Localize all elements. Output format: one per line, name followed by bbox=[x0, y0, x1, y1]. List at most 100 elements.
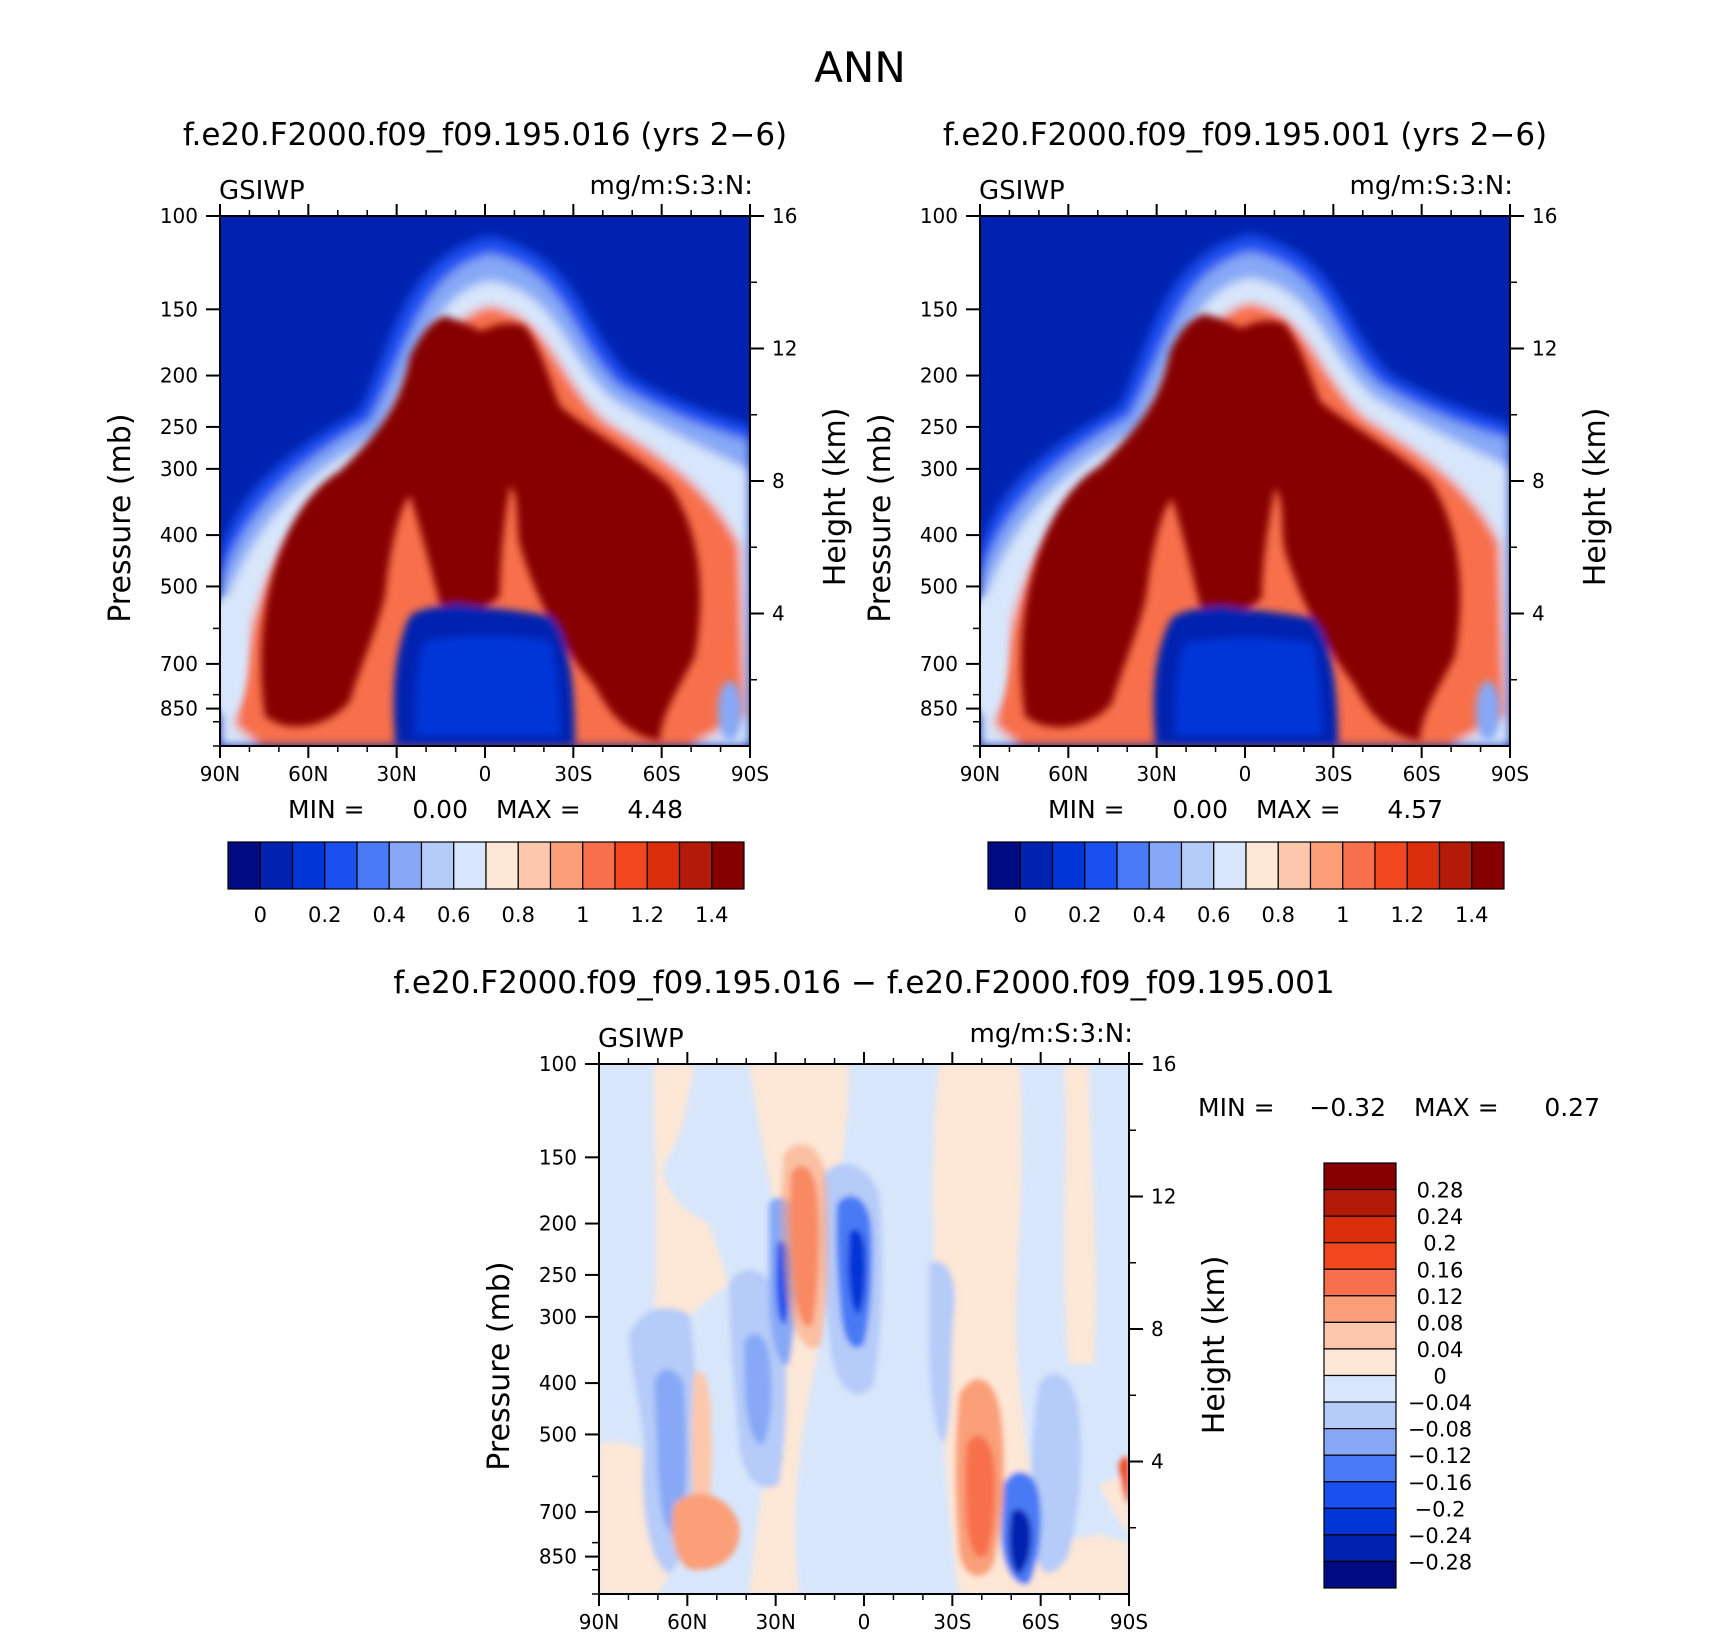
colorbar-label: 0.28 bbox=[1417, 1179, 1464, 1203]
y-tick-label: 850 bbox=[539, 1545, 577, 1569]
y-tick-label: 100 bbox=[920, 204, 958, 228]
panel-1-min-value: 0.00 bbox=[412, 795, 468, 824]
colorbar-label: 0.4 bbox=[373, 903, 406, 927]
colorbar-box bbox=[1323, 1401, 1397, 1430]
y2-tick-label: 16 bbox=[1532, 204, 1557, 228]
nh-edge-pale bbox=[220, 596, 248, 716]
colorbar-box bbox=[1374, 841, 1408, 890]
x-tick-label: 90S bbox=[1491, 762, 1529, 786]
nh-edge-pale bbox=[980, 596, 1008, 716]
colorbar-label: 1.2 bbox=[1391, 903, 1424, 927]
neg-region-45s bbox=[929, 1261, 955, 1444]
colorbar-box bbox=[1309, 841, 1344, 890]
y2-tick-label: 16 bbox=[772, 204, 797, 228]
colorbar-box bbox=[1342, 841, 1376, 890]
colorbar-box bbox=[1323, 1454, 1397, 1483]
panel-1-variable-label: GSIWP bbox=[219, 176, 305, 206]
y2-tick-label: 12 bbox=[1151, 1185, 1176, 1209]
neg-region-60s-core bbox=[1009, 1509, 1032, 1574]
y-tick-label: 200 bbox=[539, 1212, 577, 1236]
y-axis-title: Pressure (mb) bbox=[103, 413, 138, 622]
colorbar-label: 0.4 bbox=[1133, 903, 1166, 927]
colorbar-box bbox=[420, 841, 455, 890]
pos-band-upper-left bbox=[654, 1064, 729, 1354]
core-darkred bbox=[1021, 314, 1461, 741]
y2-tick-label: 8 bbox=[1532, 469, 1545, 493]
colorbar-box bbox=[1438, 841, 1473, 890]
x-tick-label: 60S bbox=[643, 762, 681, 786]
y-tick-label: 500 bbox=[920, 574, 958, 598]
colorbar-box bbox=[1323, 1348, 1397, 1377]
y2-tick-label: 16 bbox=[1151, 1052, 1176, 1076]
y-tick-label: 250 bbox=[160, 415, 198, 439]
panel-3-min-label: MIN = bbox=[1198, 1093, 1275, 1122]
colorbar-label: 1 bbox=[576, 903, 589, 927]
y-tick-label: 100 bbox=[160, 204, 198, 228]
colorbar-box bbox=[678, 841, 713, 890]
panel-1-max-label: MAX = bbox=[496, 795, 581, 824]
x-tick-label: 90N bbox=[960, 762, 1000, 786]
colorbar-label: −0.28 bbox=[1408, 1550, 1472, 1574]
colorbar-box bbox=[1277, 841, 1312, 890]
y2-tick-label: 4 bbox=[1151, 1450, 1164, 1474]
colorbar-label: −0.08 bbox=[1408, 1418, 1472, 1442]
y2-axis-title: Height (km) bbox=[1197, 1256, 1232, 1435]
panel-2-axes: 100 150 200 250 300 400 500 700 850 16 12 8 4 90N 60N 3… bbox=[863, 204, 1613, 786]
pos-region-45s-core bbox=[965, 1435, 996, 1558]
colorbar-box bbox=[1471, 841, 1505, 890]
lower-blue-inner bbox=[415, 635, 560, 736]
x-tick-label: 0 bbox=[858, 1610, 871, 1634]
colorbar-box bbox=[1323, 1242, 1397, 1270]
colorbar-label: 0.6 bbox=[1197, 903, 1230, 927]
panel-2: f.e20.F2000.f09_f09.195.001 (yrs 2−6) GS… bbox=[863, 117, 1613, 927]
sh-coast-blue bbox=[1476, 681, 1500, 741]
pos-band-right-mid bbox=[1099, 1474, 1129, 1534]
colorbar-box bbox=[1323, 1268, 1397, 1297]
pos-region-15n-halo bbox=[781, 1144, 829, 1349]
x-tick-label: 60N bbox=[667, 1610, 707, 1634]
colorbar-box bbox=[1323, 1428, 1397, 1456]
y2-tick-label: 8 bbox=[772, 469, 785, 493]
core-darkred bbox=[261, 316, 701, 741]
y-tick-label: 250 bbox=[539, 1263, 577, 1287]
y2-tick-label: 4 bbox=[772, 602, 785, 626]
x-tick-label: 0 bbox=[479, 762, 492, 786]
colorbar-box bbox=[1323, 1507, 1397, 1536]
colorbar-box bbox=[453, 841, 487, 890]
colorbar-box bbox=[1148, 841, 1183, 890]
y-tick-label: 700 bbox=[539, 1500, 577, 1524]
x-tick-label: 90S bbox=[731, 762, 769, 786]
panel-2-variable-label: GSIWP bbox=[979, 176, 1065, 206]
panel-3-max-label: MAX = bbox=[1414, 1093, 1499, 1122]
colorbar-box bbox=[1323, 1215, 1397, 1244]
y-axis-title: Pressure (mb) bbox=[863, 413, 898, 622]
neg-region-west-inner bbox=[654, 1369, 687, 1536]
x-tick-label: 30N bbox=[1136, 762, 1176, 786]
y-axis-title: Pressure (mb) bbox=[482, 1261, 517, 1470]
colorbar-label: −0.16 bbox=[1408, 1471, 1472, 1495]
panel-1-title: f.e20.F2000.f09_f09.195.016 (yrs 2−6) bbox=[183, 117, 787, 153]
panel-1-colorbar: 0 0.2 0.4 0.6 0.8 1 1.2 1.4 bbox=[227, 841, 745, 927]
x-tick-label: 30S bbox=[1314, 762, 1352, 786]
y-tick-label: 700 bbox=[920, 652, 958, 676]
colorbar-label: 0 bbox=[254, 903, 267, 927]
colorbar-label: 0 bbox=[1433, 1365, 1446, 1389]
colorbar-box bbox=[227, 841, 261, 890]
colorbar-label: 0.16 bbox=[1417, 1258, 1464, 1282]
colorbar-box bbox=[1084, 841, 1118, 890]
lower-blue-inner bbox=[1175, 637, 1322, 736]
colorbar-label: −0.04 bbox=[1408, 1391, 1472, 1415]
panel-3-units-label: mg/m:S:3:N: bbox=[970, 1019, 1133, 1049]
pos-region-60n-low bbox=[672, 1493, 740, 1570]
colorbar-box bbox=[1116, 841, 1150, 890]
colorbar-label: 0.6 bbox=[437, 903, 470, 927]
pos-band-far-south bbox=[1064, 1064, 1096, 1364]
panel-2-min-value: 0.00 bbox=[1172, 795, 1228, 824]
panel-3-axes: 100 150 200 250 300 400 500 700 850 16 12 8 4 90N 60N 3… bbox=[482, 1052, 1232, 1634]
panel-2-colorbar: 0 0.2 0.4 0.6 0.8 1 1.2 1.4 bbox=[987, 841, 1505, 927]
colorbar-box bbox=[1213, 841, 1247, 890]
y-tick-label: 150 bbox=[539, 1145, 577, 1169]
colorbar-box bbox=[1180, 841, 1215, 890]
colorbar-label: −0.12 bbox=[1408, 1444, 1472, 1468]
colorbar-box bbox=[1323, 1560, 1397, 1589]
